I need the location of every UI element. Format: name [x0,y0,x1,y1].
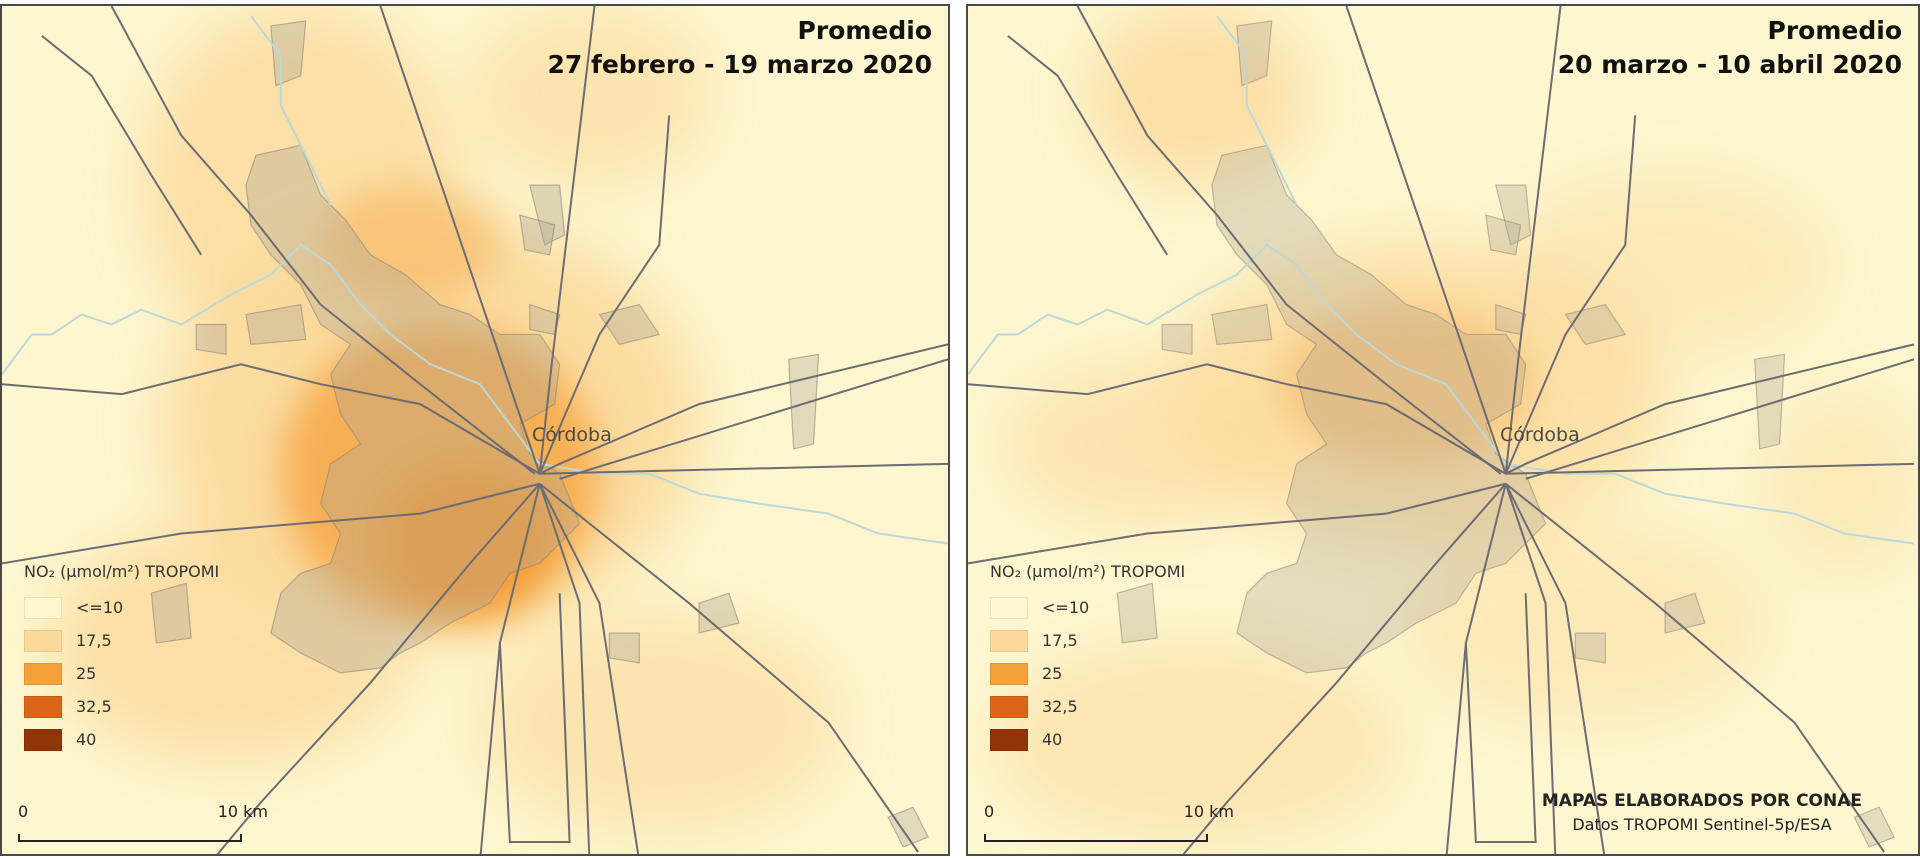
legend-title: NO₂ (µmol/m²) TROPOMI [990,562,1186,581]
scale-bar-line [984,834,1208,842]
legend-swatch [24,629,62,652]
legend-label: 17,5 [1042,631,1078,650]
legend-item: 17,5 [24,624,219,657]
legend: NO₂ (µmol/m²) TROPOMI <=10 17,5 25 32,5 … [990,562,1185,756]
legend-swatch [24,596,62,619]
credit-line-1: MAPAS ELABORADOS POR CONAE [1541,791,1862,811]
legend-swatch [990,728,1028,751]
map-panel-before: Promedio 27 febrero - 19 marzo 2020 Córd… [0,4,950,856]
legend-label: <=10 [1042,598,1090,617]
legend-swatch [24,695,62,718]
scale-bar: 0 10 km [18,802,268,842]
title-line-2: 20 marzo - 10 abril 2020 [1557,50,1902,79]
legend-item: 25 [24,657,219,690]
legend-swatch [24,728,62,751]
no2-map-after [968,6,1918,854]
legend-item: 40 [24,723,219,756]
legend-label: 40 [1042,730,1063,749]
legend-swatch [990,695,1028,718]
legend-swatch [24,662,62,685]
scale-end-label: 10 km [217,802,268,821]
map-title: Promedio 20 marzo - 10 abril 2020 [1558,14,1902,82]
legend-swatch [990,629,1028,652]
scale-bar: 0 10 km [984,802,1234,842]
scale-start-label: 0 [984,802,995,821]
legend-label: 40 [76,730,97,749]
legend-swatch [990,596,1028,619]
title-line-1: Promedio [797,16,932,45]
title-line-1: Promedio [1767,16,1902,45]
legend-item: 32,5 [990,690,1185,723]
scale-end-label: 10 km [1183,802,1234,821]
legend-item: 40 [990,723,1185,756]
legend-label: 32,5 [76,697,112,716]
scale-start-label: 0 [18,802,29,821]
legend-item: <=10 [24,591,219,624]
credit-line-2: Datos TROPOMI Sentinel-5p/ESA [1572,815,1832,834]
city-label: Córdoba [532,424,612,446]
credits: MAPAS ELABORADOS POR CONAE Datos TROPOMI… [1542,791,1862,834]
legend-swatch [990,662,1028,685]
legend-label: 25 [76,664,97,683]
legend-label: 25 [1042,664,1063,683]
title-line-2: 27 febrero - 19 marzo 2020 [547,50,932,79]
legend-item: 17,5 [990,624,1185,657]
legend-title: NO₂ (µmol/m²) TROPOMI [24,562,220,581]
legend-label: 17,5 [76,631,112,650]
map-title: Promedio 27 febrero - 19 marzo 2020 [547,14,932,82]
legend-item: <=10 [990,591,1185,624]
no2-map-before [2,6,948,854]
scale-bar-line [18,834,242,842]
legend-label: 32,5 [1042,697,1078,716]
legend-label: <=10 [76,598,124,617]
city-label: Córdoba [1500,424,1580,446]
legend: NO₂ (µmol/m²) TROPOMI <=10 17,5 25 32,5 … [24,562,219,756]
legend-item: 32,5 [24,690,219,723]
map-panel-after: Promedio 20 marzo - 10 abril 2020 Córdob… [966,4,1920,856]
legend-item: 25 [990,657,1185,690]
